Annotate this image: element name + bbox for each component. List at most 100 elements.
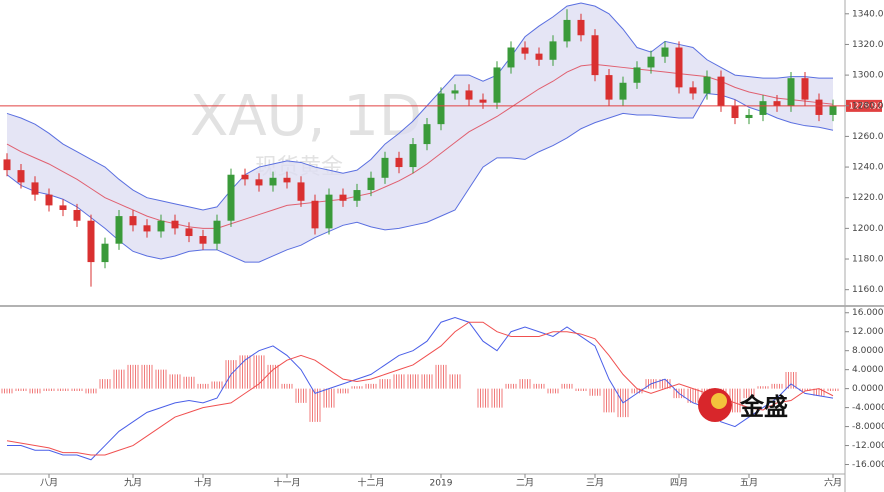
macd-line [7,316,834,461]
candle-body [45,194,53,206]
x-tick-label: 十月 [194,477,212,489]
logo-icon-inner [711,393,727,409]
candle-body [493,67,501,103]
watermark-title: XAU, 1D [190,84,422,149]
candle-body [773,101,781,106]
candle-body [297,182,305,201]
candle-body [619,82,627,100]
y-tick-label: 12.0000 [852,327,884,337]
candle-body [227,174,235,221]
candle-body [381,157,389,178]
candle-body [171,220,179,229]
y-tick-label: 1180.00 [852,255,884,265]
candle-body [283,177,291,183]
y-tick-label: 1320.00 [852,40,884,50]
candle-body [633,67,641,83]
candle-body [409,144,417,168]
y-tick-label: -16.0000 [852,460,884,470]
candle-body [101,243,109,263]
candle-body [689,87,697,94]
candle-body [787,78,795,106]
candle-body [241,174,249,180]
candle-body [465,90,473,100]
candle-body [31,182,39,195]
y-tick-label: 1260.00 [852,132,884,142]
y-tick-label: 8.0000 [852,346,884,356]
band-line [6,2,833,211]
band-line [6,92,834,263]
candle-body [3,159,11,171]
y-tick-label: 1160.00 [852,285,884,295]
x-tick-label: 2019 [430,479,453,489]
candle-body [339,194,347,201]
candle-body [255,179,263,186]
y-tick-label: 16.0000 [852,308,884,318]
candle-body [731,105,739,119]
candle-body [311,200,319,229]
candle-body [675,47,683,88]
candle-body [759,101,767,115]
candle-body [395,157,403,168]
candle-body [535,53,543,60]
candle-body [549,41,557,60]
candle-body [801,78,809,100]
candle-body [717,76,725,106]
candle-body [661,47,669,57]
candle-body [507,47,515,68]
y-tick-label: 1280.00 [852,101,884,111]
candle-body [521,47,529,54]
y-tick-label: -12.0000 [852,441,884,451]
candle-body [829,105,837,115]
macd-line [6,321,834,456]
candle-body [325,194,333,229]
candle-body [269,177,277,186]
x-tick-label: 十一月 [273,477,300,489]
candle-body [73,209,81,221]
candle-body [115,216,123,244]
y-tick-label: -8.0000 [852,422,884,432]
candle-body [647,56,655,68]
x-tick-label: 六月 [824,477,842,489]
candle-body [745,114,753,119]
candle-body [87,220,95,263]
candle-body [815,99,823,115]
candle-body [423,124,431,145]
candle-body [451,90,459,94]
candle-body [479,99,487,103]
x-tick-label: 五月 [740,478,758,489]
x-tick-label: 四月 [670,478,688,489]
y-tick-label: 1240.00 [852,163,884,173]
candle-body [367,177,375,191]
y-tick-label: 4.0000 [852,365,884,375]
candle-body [157,220,165,232]
y-tick-label: 1300.00 [852,71,884,81]
x-tick-label: 二月 [516,478,534,489]
y-tick-label: 1220.00 [852,193,884,203]
x-tick-label: 九月 [124,478,142,489]
x-tick-label: 八月 [40,478,58,489]
candle-body [17,170,25,183]
x-tick-label: 十二月 [357,477,384,489]
candle-body [437,93,445,125]
candle-body [129,216,137,226]
last-price-box [846,99,882,112]
candle-body [591,35,599,76]
candle-body [353,190,361,201]
candle-body [563,19,571,42]
y-tick-label: -4.0000 [852,403,884,413]
y-tick-label: 0.0000 [852,384,884,394]
candle-body [199,236,207,244]
y-tick-label: 1200.00 [852,224,884,234]
band-line [6,63,834,229]
candle-body [577,19,585,36]
candle-body [143,225,151,232]
x-tick-label: 三月 [586,478,604,489]
candle-body [185,228,193,237]
candle-body [59,205,67,210]
logo-text: 金盛 [739,393,788,421]
candle-body [605,75,613,100]
candle-body [703,76,711,94]
last-price-label: 1279.92 [849,101,882,110]
y-tick-label: 1340.00 [852,9,884,19]
